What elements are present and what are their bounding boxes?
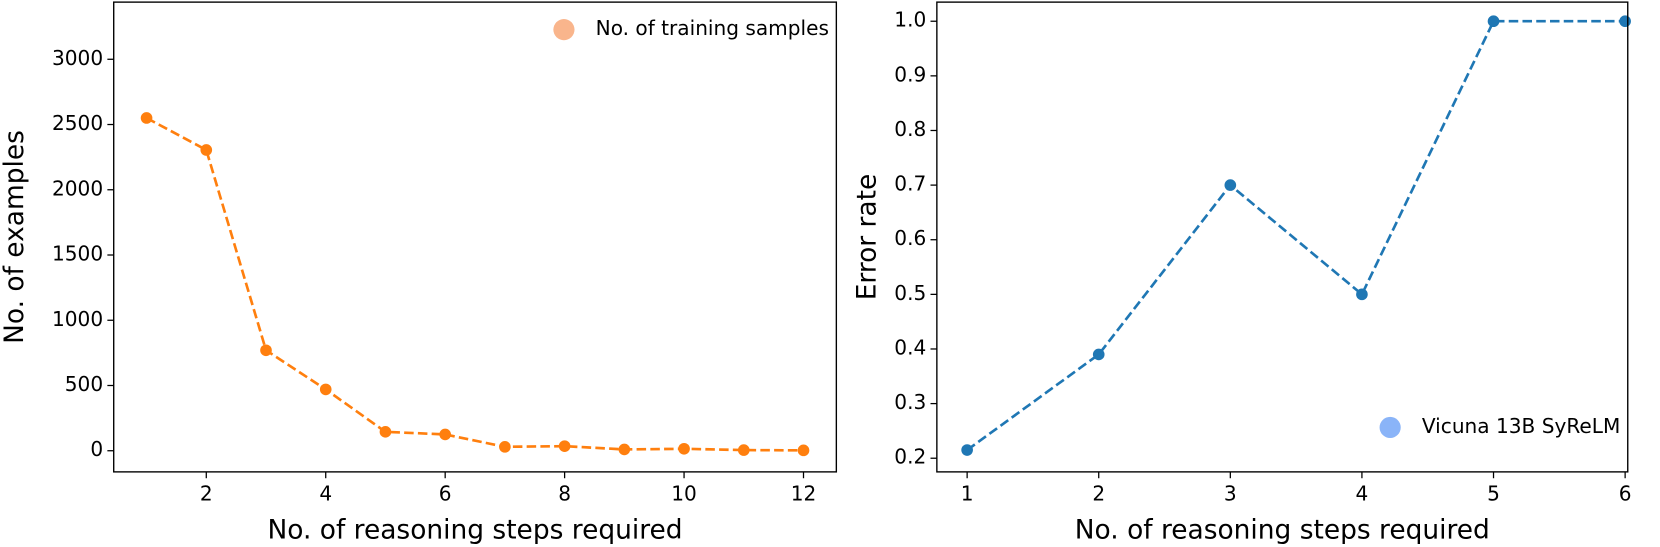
data-point [1619, 15, 1631, 28]
data-point [797, 444, 810, 457]
x-tick-label: 8 [558, 482, 571, 506]
legend-marker [1379, 416, 1401, 439]
data-point [1224, 179, 1237, 191]
y-tick-label: 0.2 [894, 445, 926, 469]
y-tick-label: 0.9 [894, 62, 926, 86]
x-tick-label: 1 [961, 482, 974, 506]
legend-marker [553, 19, 575, 41]
data-point [379, 426, 392, 438]
x-tick-label: 2 [200, 482, 213, 506]
y-tick-label: 500 [65, 372, 103, 396]
x-tick-label: 5 [1487, 482, 1500, 506]
y-tick-label: 2500 [52, 111, 103, 135]
legend-label: Vicuna 13B SyReLM [1422, 414, 1620, 438]
x-tick-label: 4 [319, 482, 332, 506]
data-point [1356, 288, 1368, 301]
x-tick-label: 10 [671, 482, 697, 506]
y-tick-label: 0.7 [894, 172, 926, 196]
y-tick-label: 3000 [52, 46, 103, 70]
x-axis-label: No. of reasoning steps required [268, 515, 683, 546]
plot-frame [113, 1, 838, 473]
x-tick-label: 3 [1224, 482, 1237, 506]
y-axis-label: Error rate [852, 174, 883, 301]
y-tick-label: 2000 [52, 176, 103, 200]
series-line [145, 116, 804, 452]
panel: 0 500 1000 1500 2000 2500 3000 2 4 6 8 10 12 No. of r… [0, 1, 838, 546]
data-point [1487, 15, 1500, 28]
data-point [618, 443, 631, 456]
x-axis-label: No. of reasoning steps required [1075, 515, 1490, 546]
y-tick-label: 0.3 [894, 390, 926, 414]
data-point [558, 440, 571, 452]
x-tick-label: 4 [1356, 482, 1369, 506]
data-point [200, 144, 213, 156]
x-tick-label: 12 [791, 482, 817, 506]
series-line [966, 19, 1626, 452]
data-point [439, 428, 451, 441]
x-tick-label: 6 [439, 482, 452, 506]
y-tick-label: 1500 [52, 242, 103, 266]
data-point [260, 344, 272, 357]
data-point [1092, 348, 1105, 361]
data-point [737, 444, 750, 456]
data-point [319, 383, 332, 396]
y-tick-label: 0.4 [894, 335, 926, 359]
y-tick-label: 0.6 [894, 226, 926, 250]
y-tick-label: 1000 [52, 307, 103, 331]
legend-label: No. of training samples [596, 16, 829, 40]
y-axis-label: No. of examples [0, 130, 30, 344]
x-tick-label: 2 [1092, 482, 1105, 506]
plot-frame [936, 1, 1629, 473]
y-tick-label: 0 [90, 437, 103, 461]
x-tick-label: 6 [1619, 482, 1632, 506]
y-tick-label: 0.5 [894, 281, 926, 305]
panel: 0.2 0.3 0.4 0.5 0.6 0.7 0.8 0.9 1.0 1 2 3 4 5 6 No. of … [852, 1, 1632, 546]
data-point [678, 442, 690, 455]
y-tick-label: 0.8 [894, 117, 926, 141]
y-tick-label: 1.0 [894, 8, 926, 32]
data-point [961, 444, 973, 456]
data-point [499, 441, 511, 453]
data-point [140, 112, 153, 124]
